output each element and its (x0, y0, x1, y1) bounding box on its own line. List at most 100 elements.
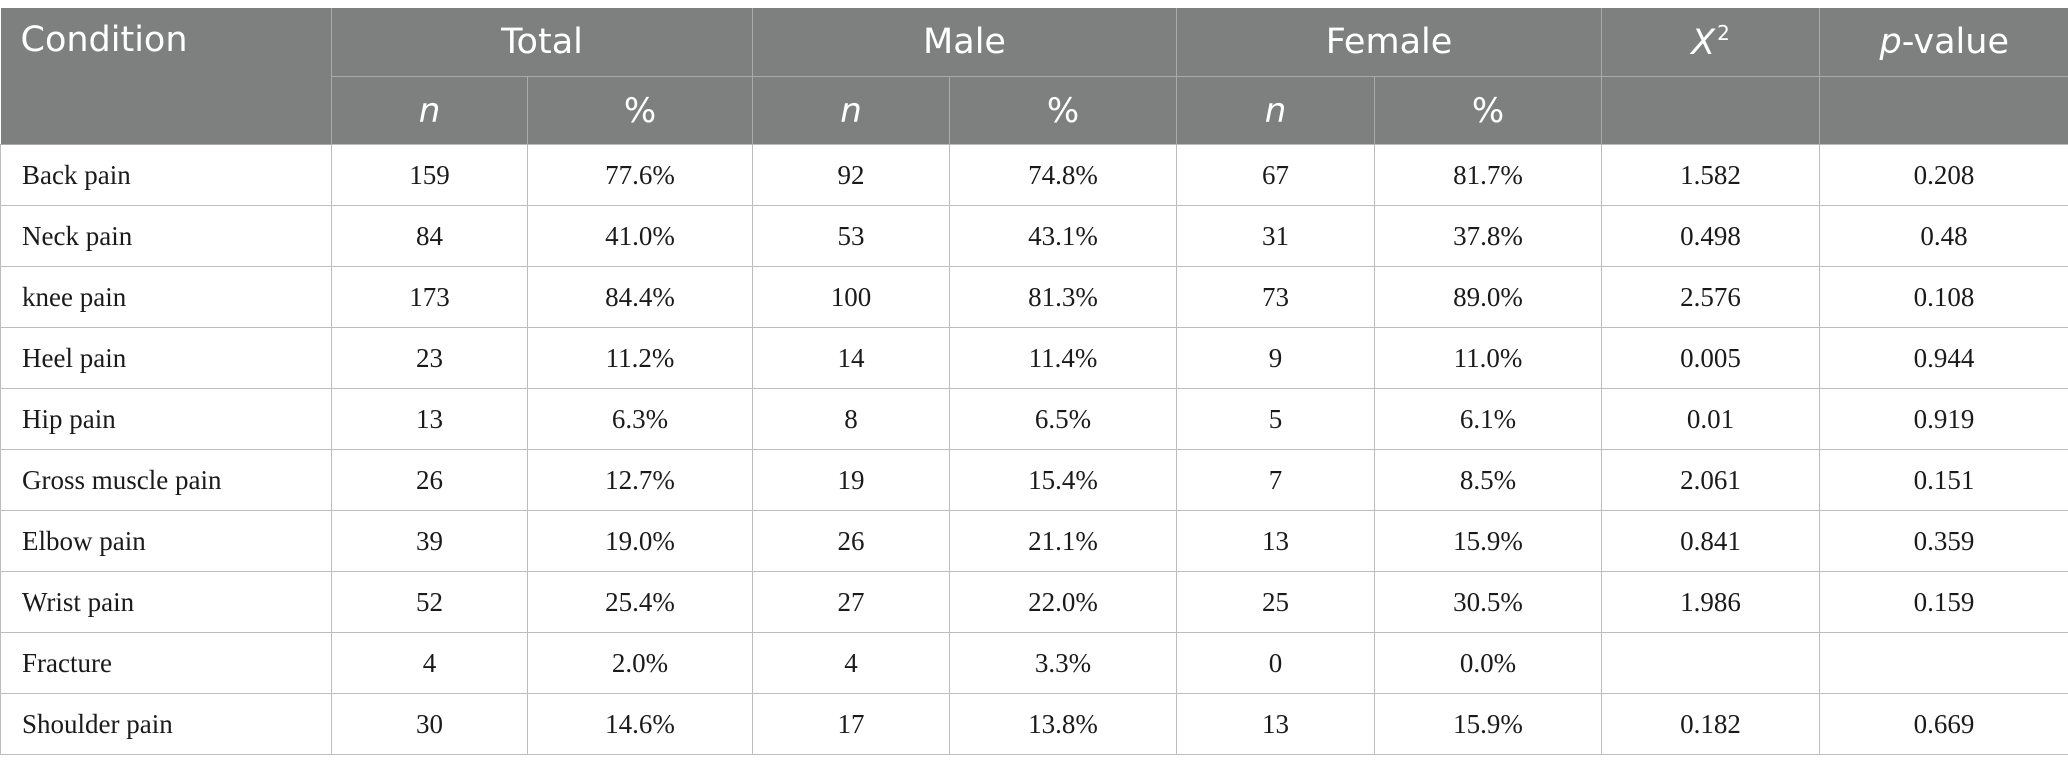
subheader-female-n: n (1176, 76, 1375, 145)
cell-chi-square: 2.061 (1601, 449, 1820, 511)
cell-chi-square: 0.841 (1601, 510, 1820, 572)
cell-chi-square: 1.986 (1601, 571, 1820, 633)
cell-male-percent: 11.4% (949, 327, 1177, 389)
subheader-p-value-empty (1819, 76, 2068, 145)
cell-total-percent: 11.2% (527, 327, 753, 389)
cell-female-percent: 11.0% (1374, 327, 1602, 389)
cell-condition: Fracture (0, 632, 332, 694)
cell-male-n: 100 (752, 266, 950, 328)
cell-total-percent: 84.4% (527, 266, 753, 328)
cell-male-percent: 74.8% (949, 144, 1177, 206)
cell-male-percent: 81.3% (949, 266, 1177, 328)
header-total: Total (331, 8, 753, 77)
subheader-male-percent: % (949, 76, 1177, 145)
cell-condition: Wrist pain (0, 571, 332, 633)
cell-female-n: 7 (1176, 449, 1375, 511)
cell-total-percent: 77.6% (527, 144, 753, 206)
cell-condition: knee pain (0, 266, 332, 328)
table-row: knee pain 173 84.4% 100 81.3% 73 89.0% 2.576 0.1… (0, 266, 2068, 328)
cell-total-percent: 14.6% (527, 693, 753, 755)
cell-male-percent: 43.1% (949, 205, 1177, 267)
cell-female-n: 13 (1176, 693, 1375, 755)
cell-condition: Gross muscle pain (0, 449, 332, 511)
cell-female-n: 0 (1176, 632, 1375, 694)
cell-chi-square: 1.582 (1601, 144, 1820, 206)
cell-p-value: 0.48 (1819, 205, 2068, 267)
subheader-male-n: n (752, 76, 950, 145)
cell-chi-square (1601, 632, 1820, 694)
cell-p-value: 0.208 (1819, 144, 2068, 206)
cell-female-n: 31 (1176, 205, 1375, 267)
cell-p-value: 0.669 (1819, 693, 2068, 755)
table-row: Hip pain 13 6.3% 8 6.5% 5 6.1% 0.01 0.919 (0, 388, 2068, 450)
cell-male-percent: 3.3% (949, 632, 1177, 694)
cell-male-n: 8 (752, 388, 950, 450)
cell-female-n: 13 (1176, 510, 1375, 572)
cell-total-n: 52 (331, 571, 528, 633)
cell-p-value: 0.919 (1819, 388, 2068, 450)
cell-chi-square: 0.182 (1601, 693, 1820, 755)
cell-total-percent: 19.0% (527, 510, 753, 572)
cell-total-n: 39 (331, 510, 528, 572)
cell-female-n: 25 (1176, 571, 1375, 633)
cell-p-value: 0.108 (1819, 266, 2068, 328)
cell-p-value: 0.359 (1819, 510, 2068, 572)
cell-total-n: 23 (331, 327, 528, 389)
table-row: Shoulder pain 30 14.6% 17 13.8% 13 15.9% 0.182 0… (0, 693, 2068, 755)
cell-male-n: 26 (752, 510, 950, 572)
cell-condition: Shoulder pain (0, 693, 332, 755)
table-row: Elbow pain 39 19.0% 26 21.1% 13 15.9% 0.841 0.35… (0, 510, 2068, 572)
subheader-female-percent: % (1374, 76, 1602, 145)
cell-total-percent: 12.7% (527, 449, 753, 511)
cell-total-n: 26 (331, 449, 528, 511)
cell-female-n: 73 (1176, 266, 1375, 328)
header-male: Male (752, 8, 1177, 77)
chi-square-symbol: X (1691, 23, 1716, 63)
cell-male-n: 17 (752, 693, 950, 755)
cell-total-n: 84 (331, 205, 528, 267)
cell-male-percent: 15.4% (949, 449, 1177, 511)
table-row: Back pain 159 77.6% 92 74.8% 67 81.7% 1.582 0.20… (0, 144, 2068, 206)
cell-female-percent: 15.9% (1374, 510, 1602, 572)
cell-male-n: 19 (752, 449, 950, 511)
chi-square-superscript: 2 (1717, 21, 1730, 45)
cell-female-n: 67 (1176, 144, 1375, 206)
cell-total-percent: 6.3% (527, 388, 753, 450)
cell-total-percent: 25.4% (527, 571, 753, 633)
cell-male-n: 53 (752, 205, 950, 267)
cell-condition: Neck pain (0, 205, 332, 267)
cell-total-n: 13 (331, 388, 528, 450)
cell-female-percent: 8.5% (1374, 449, 1602, 511)
table-row: Wrist pain 52 25.4% 27 22.0% 25 30.5% 1.986 0.15… (0, 571, 2068, 633)
table-row: Heel pain 23 11.2% 14 11.4% 9 11.0% 0.005 0.944 (0, 327, 2068, 389)
header-row-subheaders: n % n % n % (1, 76, 2068, 145)
cell-total-n: 4 (331, 632, 528, 694)
cell-female-n: 5 (1176, 388, 1375, 450)
subheader-total-n: n (331, 76, 528, 145)
cell-male-n: 14 (752, 327, 950, 389)
p-value-suffix: -value (1901, 22, 2009, 62)
cell-total-percent: 2.0% (527, 632, 753, 694)
cell-female-percent: 30.5% (1374, 571, 1602, 633)
cell-condition: Back pain (0, 144, 332, 206)
table-row: Neck pain 84 41.0% 53 43.1% 31 37.8% 0.498 0.48 (0, 205, 2068, 267)
cell-male-n: 4 (752, 632, 950, 694)
cell-p-value: 0.159 (1819, 571, 2068, 633)
cell-chi-square: 2.576 (1601, 266, 1820, 328)
cell-condition: Heel pain (0, 327, 332, 389)
cell-chi-square: 0.498 (1601, 205, 1820, 267)
cell-male-percent: 6.5% (949, 388, 1177, 450)
cell-female-percent: 81.7% (1374, 144, 1602, 206)
cell-male-n: 27 (752, 571, 950, 633)
cell-total-percent: 41.0% (527, 205, 753, 267)
table-row: Fracture 4 2.0% 4 3.3% 0 0.0% (0, 632, 2068, 694)
p-value-prefix: p (1879, 22, 1902, 62)
cell-chi-square: 0.005 (1601, 327, 1820, 389)
cell-total-n: 173 (331, 266, 528, 328)
cell-female-percent: 6.1% (1374, 388, 1602, 450)
cell-female-percent: 89.0% (1374, 266, 1602, 328)
